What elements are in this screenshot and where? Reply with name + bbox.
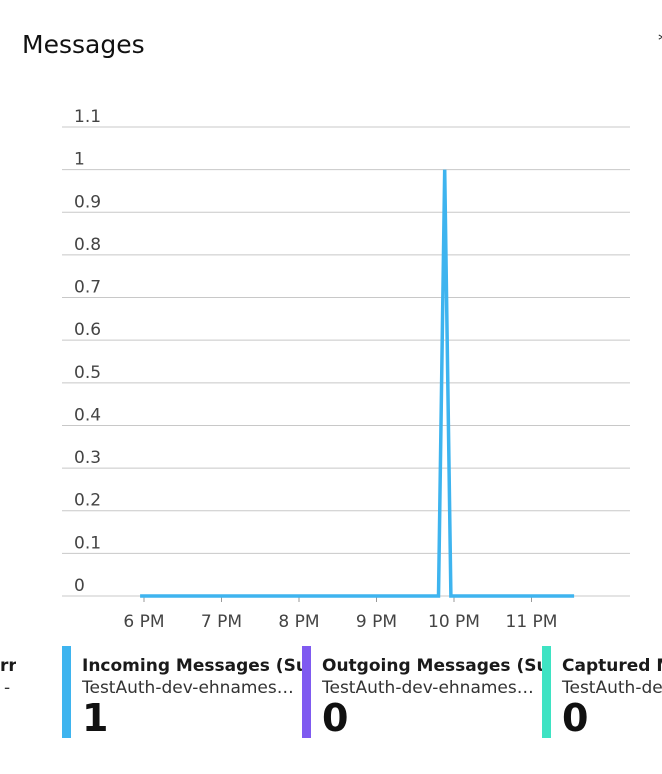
y-tick-label: 1.1 — [74, 107, 101, 127]
y-tick-label: 0.4 — [74, 405, 101, 425]
legend-subtitle: TestAuth-dev-ehnamespace — [562, 678, 662, 698]
x-tick-label: 8 PM — [278, 612, 319, 632]
y-tick-label: 0 — [74, 576, 85, 596]
legend-color-bar — [302, 646, 311, 738]
legend-title: Captured Messages (Sum) — [562, 656, 662, 676]
chart-title: Messages — [22, 30, 145, 59]
x-tick-label: 10 PM — [428, 612, 480, 632]
clipped-corner-glyph: * — [658, 30, 662, 44]
legend-color-bar — [542, 646, 551, 738]
legend-clipped-title: rr — [0, 656, 16, 676]
y-tick-label: 0.1 — [74, 533, 101, 553]
legend-title: Outgoing Messages (Sum) — [322, 656, 542, 676]
y-tick-label: 1 — [74, 150, 85, 170]
y-tick-label: 0.3 — [74, 448, 101, 468]
y-tick-label: 0.8 — [74, 235, 101, 255]
legend-title: Incoming Messages (Sum) — [82, 656, 302, 676]
y-tick-label: 0.7 — [74, 278, 101, 298]
legend-card-outgoing[interactable]: Outgoing Messages (Sum) TestAuth-dev-ehn… — [302, 646, 542, 738]
legend-clipped-subtitle: - — [4, 678, 11, 698]
series-line-incoming-messages[interactable] — [140, 169, 575, 598]
legend-card-clipped[interactable]: rr - — [0, 646, 16, 738]
line-chart: 1.1 1 0.9 0.8 0.7 0.6 0.5 0.4 0.3 0.2 0.1 0 6 PM 7 PM… — [62, 107, 630, 632]
legend-value: 0 — [322, 696, 349, 738]
legend-color-bar — [62, 646, 71, 738]
legend-value: 0 — [562, 696, 589, 738]
legend-value: 1 — [82, 696, 109, 738]
x-tick-label: 7 PM — [201, 612, 242, 632]
y-tick-label: 0.2 — [74, 491, 101, 511]
legend-subtitle: TestAuth-dev-ehnamespace — [322, 678, 542, 698]
legend-card-incoming[interactable]: Incoming Messages (Sum) TestAuth-dev-ehn… — [62, 646, 302, 738]
legend-card-captured[interactable]: Captured Messages (Sum) TestAuth-dev-ehn… — [542, 646, 662, 738]
x-tick-label: 9 PM — [356, 612, 397, 632]
x-tick-label: 6 PM — [123, 612, 164, 632]
y-tick-label: 0.6 — [74, 320, 101, 340]
y-tick-label: 0.5 — [74, 363, 101, 383]
y-tick-label: 0.9 — [74, 192, 101, 212]
legend-subtitle: TestAuth-dev-ehnamespace — [82, 678, 302, 698]
x-tick-label: 11 PM — [506, 612, 558, 632]
legend: rr - Incoming Messages (Sum) TestAuth-de… — [0, 640, 662, 774]
